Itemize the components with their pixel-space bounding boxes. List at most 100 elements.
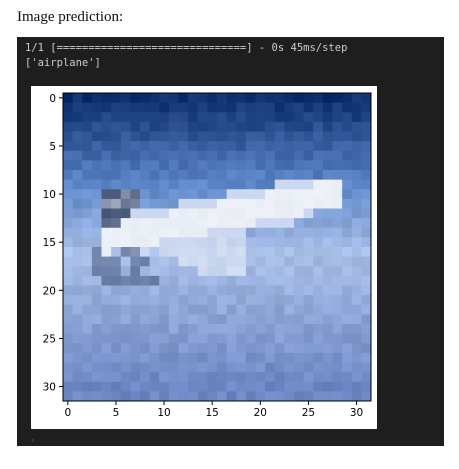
image-pixel [120, 372, 131, 383]
image-pixel [351, 112, 362, 123]
image-pixel [322, 256, 333, 267]
image-pixel [72, 150, 83, 161]
image-pixel [72, 324, 83, 335]
image-pixel [332, 179, 343, 190]
image-pixel [284, 362, 295, 373]
image-pixel [120, 237, 131, 248]
image-pixel [342, 372, 353, 383]
image-pixel [322, 218, 333, 229]
image-pixel [159, 179, 170, 190]
image-pixel [342, 121, 353, 132]
image-pixel [120, 179, 131, 190]
image-pixel [342, 112, 353, 123]
image-pixel [72, 285, 83, 296]
image-pixel [197, 352, 208, 363]
image-pixel [82, 150, 93, 161]
image-pixel [236, 266, 247, 277]
image-pixel [159, 218, 170, 229]
image-pixel [303, 102, 314, 113]
image-pixel [226, 362, 237, 373]
image-pixel [284, 372, 295, 383]
image-pixel [178, 372, 189, 383]
image-pixel [72, 208, 83, 219]
image-pixel [130, 102, 141, 113]
image-pixel [274, 170, 285, 181]
image-pixel [217, 131, 228, 142]
image-pixel [168, 189, 179, 200]
image-pixel [226, 141, 237, 152]
image-pixel [63, 343, 74, 354]
image-pixel [130, 170, 141, 181]
image-pixel [284, 237, 295, 248]
image-pixel [159, 362, 170, 373]
image-pixel [313, 131, 324, 142]
image-pixel [101, 256, 112, 267]
image-pixel [168, 150, 179, 161]
image-pixel [255, 93, 266, 104]
scroll-left-icon[interactable]: ‹ [31, 436, 35, 446]
image-pixel [197, 391, 208, 401]
image-pixel [361, 189, 371, 200]
image-pixel [130, 227, 141, 238]
image-pixel [168, 304, 179, 315]
image-pixel [265, 314, 276, 325]
image-pixel [82, 93, 93, 104]
image-pixel [236, 343, 247, 354]
image-pixel [111, 102, 122, 113]
x-tick-label: 0 [64, 407, 71, 419]
image-pixel [361, 121, 371, 132]
image-pixel [322, 131, 333, 142]
image-pixel [274, 324, 285, 335]
image-pixel [120, 131, 131, 142]
image-pixel [274, 112, 285, 123]
image-pixel [361, 170, 371, 181]
image-pixel [72, 247, 83, 258]
image-pixel [236, 372, 247, 383]
image-pixel [245, 266, 256, 277]
image-pixel [313, 102, 324, 113]
image-pixel [63, 275, 74, 286]
image-pixel [111, 295, 122, 306]
image-pixel [217, 304, 228, 315]
image-pixel [197, 227, 208, 238]
image-pixel [207, 141, 218, 152]
image-pixel [168, 131, 179, 142]
image-pixel [197, 141, 208, 152]
image-pixel [284, 102, 295, 113]
image-pixel [245, 314, 256, 325]
image-pixel [120, 247, 131, 258]
image-pixel [217, 333, 228, 344]
image-pixel [188, 102, 199, 113]
image-pixel [245, 324, 256, 335]
image-pixel [245, 352, 256, 363]
image-pixel [226, 218, 237, 229]
image-pixel [303, 256, 314, 267]
image-pixel [332, 227, 343, 238]
image-pixel [159, 352, 170, 363]
image-pixel [342, 362, 353, 373]
x-tick-label: 15 [206, 407, 219, 419]
image-pixel [168, 324, 179, 335]
image-pixel [322, 198, 333, 209]
image-pixel [226, 295, 237, 306]
image-pixel [265, 227, 276, 238]
image-pixel [351, 304, 362, 315]
image-pixel [226, 247, 237, 258]
image-pixel [265, 362, 276, 373]
image-pixel [120, 314, 131, 325]
image-pixel [284, 247, 295, 258]
image-pixel [101, 141, 112, 152]
image-pixel [361, 343, 371, 354]
image-pixel [342, 256, 353, 267]
image-pixel [120, 218, 131, 229]
image-pixel [313, 189, 324, 200]
image-pixel [63, 179, 74, 190]
image-pixel [361, 247, 371, 258]
image-pixel [303, 141, 314, 152]
image-pixel [82, 160, 93, 171]
image-pixel [217, 93, 228, 104]
image-pixel [265, 381, 276, 392]
image-pixel [284, 324, 295, 335]
image-pixel [159, 295, 170, 306]
image-pixel [274, 121, 285, 132]
